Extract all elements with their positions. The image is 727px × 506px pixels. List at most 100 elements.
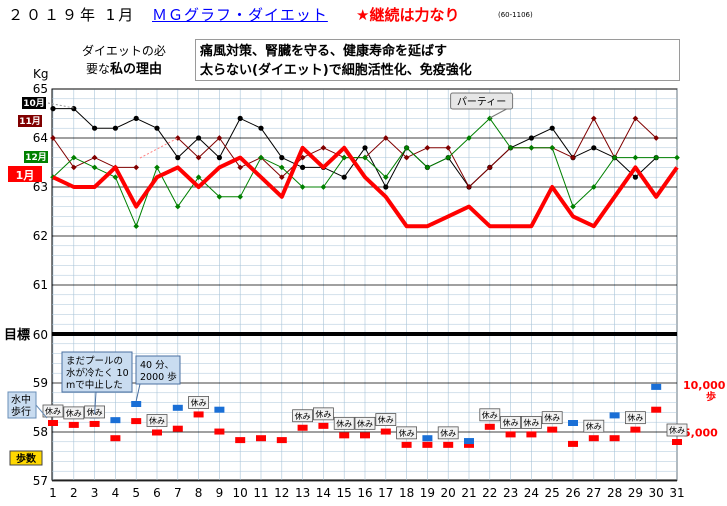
steps-marker: [610, 435, 620, 441]
swim-note-line: mで中止した: [66, 379, 123, 391]
steps-marker: [69, 422, 79, 428]
x-tick-label: 4: [112, 486, 120, 500]
x-tick-label: 30: [649, 486, 664, 500]
x-tick-label: 27: [586, 486, 601, 500]
steps-marker: [485, 424, 495, 430]
swim-time-line: 40 分、: [140, 360, 174, 371]
steps-marker: [48, 420, 58, 426]
y-tick-label: 62: [33, 229, 48, 243]
swim-note-line: まだプールの: [66, 356, 123, 367]
x-tick-label: 8: [195, 486, 203, 500]
rest-day-label: 休み: [544, 413, 560, 423]
rest-day-label: 休み: [295, 411, 311, 421]
steps-marker: [318, 423, 328, 429]
rest-day-label: 休み: [586, 421, 602, 431]
x-tick-label: 16: [357, 486, 372, 500]
x-tick-label: 7: [174, 486, 182, 500]
x-tick-label: 12: [274, 486, 289, 500]
rest-day-label: 休み: [627, 413, 643, 423]
x-tick-label: 14: [316, 486, 331, 500]
x-tick-label: 5: [132, 486, 140, 500]
steps-marker: [90, 421, 100, 427]
swim-marker: [214, 407, 224, 413]
point-10月: [134, 116, 139, 121]
month-tag-label: 12月: [25, 152, 47, 163]
swim-time-line: 2000 歩: [140, 371, 177, 383]
point-10月: [217, 155, 222, 160]
point-10月: [362, 145, 367, 150]
x-tick-label: 9: [216, 486, 224, 500]
x-tick-label: 26: [565, 486, 580, 500]
target-label: 目標: [4, 327, 30, 343]
y-axis-unit-label: Kg: [33, 67, 49, 81]
point-10月: [113, 126, 118, 131]
point-10月: [300, 165, 305, 170]
steps-marker: [526, 431, 536, 437]
x-tick-label: 19: [420, 486, 435, 500]
y-tick-label: 65: [33, 82, 48, 96]
steps-tick-label: 10,000: [683, 379, 726, 392]
steps-marker: [651, 407, 661, 413]
steps-marker: [506, 431, 516, 437]
x-tick-label: 18: [399, 486, 414, 500]
point-10月: [279, 155, 284, 160]
x-tick-label: 28: [607, 486, 622, 500]
rest-day-label: 休み: [315, 409, 331, 419]
rest-day-label: 休み: [523, 417, 539, 427]
x-tick-label: 11: [253, 486, 268, 500]
x-tick-label: 29: [628, 486, 643, 500]
rest-day-label: 休み: [336, 418, 352, 428]
point-10月: [50, 106, 55, 111]
y-tick-label: 61: [33, 278, 48, 292]
steps-marker: [194, 411, 204, 417]
rest-day-label: 休み: [440, 428, 456, 438]
x-tick-label: 31: [669, 486, 684, 500]
month-tag-label: 10月: [23, 98, 45, 109]
steps-marker: [568, 441, 578, 447]
rest-day-label: 休み: [149, 416, 165, 426]
x-tick-label: 6: [153, 486, 161, 500]
x-tick-label: 2: [70, 486, 78, 500]
x-tick-label: 20: [441, 486, 456, 500]
swim-marker: [422, 435, 432, 441]
steps-marker: [131, 418, 141, 424]
steps-marker: [339, 432, 349, 438]
swim-marker: [131, 401, 141, 407]
y-tick-label: 63: [33, 180, 48, 194]
steps-unit-label: 歩: [706, 390, 716, 403]
point-10月: [175, 155, 180, 160]
x-tick-label: 3: [91, 486, 99, 500]
x-tick-label: 21: [461, 486, 476, 500]
steps-marker: [152, 430, 162, 436]
y-tick-label: 59: [33, 376, 48, 390]
point-10月: [342, 175, 347, 180]
steps-marker: [630, 427, 640, 433]
legend-steps-label: 歩数: [16, 452, 37, 465]
steps-marker: [589, 435, 599, 441]
steps-marker: [422, 442, 432, 448]
x-tick-label: 17: [378, 486, 393, 500]
x-tick-label: 15: [337, 486, 352, 500]
point-10月: [92, 126, 97, 131]
point-10月: [550, 126, 555, 131]
steps-marker: [360, 432, 370, 438]
month-tag-label: 1月: [16, 169, 35, 182]
steps-marker: [381, 429, 391, 435]
x-tick-label: 22: [482, 486, 497, 500]
rest-day-label: 休み: [503, 417, 519, 427]
swim-marker: [173, 405, 183, 411]
x-tick-label: 1: [49, 486, 57, 500]
point-10月: [154, 126, 159, 131]
swim-marker: [464, 438, 474, 444]
steps-marker: [235, 437, 245, 443]
rest-day-label: 休み: [669, 425, 685, 435]
x-tick-label: 10: [233, 486, 248, 500]
steps-marker: [402, 442, 412, 448]
rest-day-label: 休み: [482, 410, 498, 420]
x-tick-label: 13: [295, 486, 310, 500]
steps-marker: [672, 439, 682, 445]
swim-note-line: 水が冷たく 10: [66, 367, 129, 379]
rest-day-label: 休み: [45, 406, 61, 416]
y-tick-label: 57: [33, 474, 48, 488]
